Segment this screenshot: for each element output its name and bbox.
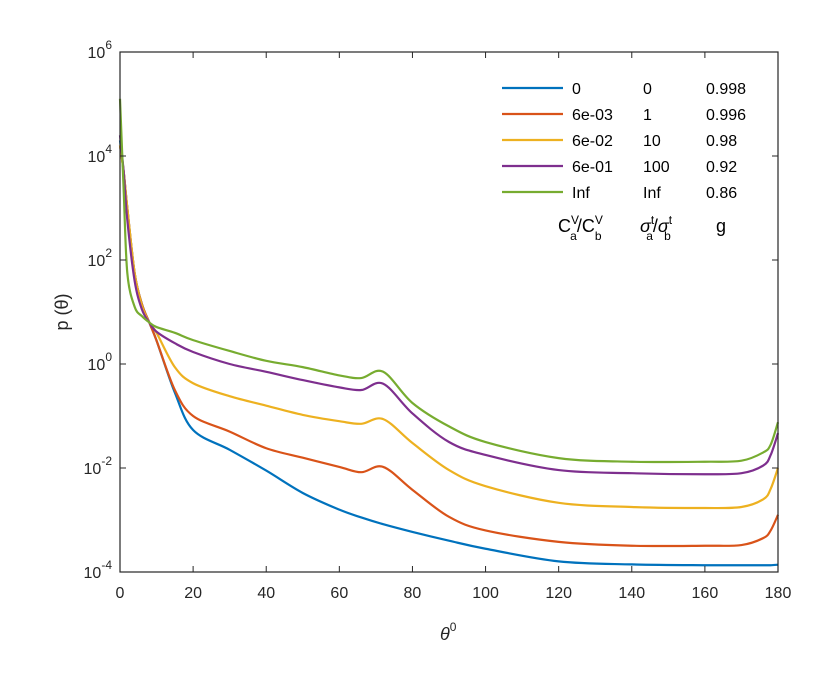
x-tick-label: 160	[692, 585, 719, 602]
y-tick-exp: 4	[105, 142, 112, 156]
legend-header-part: t	[651, 213, 655, 227]
legend-header-2: g	[716, 216, 726, 236]
y-tick-label: 106	[88, 38, 113, 62]
y-tick-label: 104	[88, 142, 113, 166]
legend-label: Inf	[572, 185, 590, 202]
series-line-1	[118, 145, 780, 548]
legend: 0 0 0.998 6e-03 1 0.996 6e-02 10 0.98 6e-01 100 0.9…	[502, 81, 746, 243]
legend-header-part: σ	[640, 216, 652, 236]
legend-label: 0.998	[706, 81, 746, 98]
series-line-2	[118, 145, 780, 510]
x-tick-label: 20	[184, 585, 202, 602]
legend-label: 0.98	[706, 133, 737, 150]
y-tick-label: 10-2	[84, 454, 113, 478]
x-tick-label: 140	[618, 585, 645, 602]
x-tick-label: 80	[404, 585, 422, 602]
y-tick-label: 102	[88, 246, 113, 270]
y-tick-base: 10	[88, 45, 106, 62]
legend-label: 10	[643, 133, 661, 150]
x-axis-label: θ0	[440, 620, 457, 644]
y-tick-exp: -2	[101, 454, 112, 468]
legend-label: 0	[572, 81, 581, 98]
x-tick-label: 180	[765, 585, 792, 602]
x-tick-label: 100	[472, 585, 499, 602]
legend-header-part: a	[570, 229, 577, 243]
y-tick-base: 10	[84, 461, 102, 478]
legend-label: 100	[643, 159, 670, 176]
y-tick-label: 10-4	[84, 558, 113, 582]
x-axis-label-base: θ	[440, 624, 450, 644]
legend-label: 0	[643, 81, 652, 98]
series-line-4	[118, 98, 780, 464]
legend-header-part: C	[582, 216, 595, 236]
plot-box	[119, 51, 779, 573]
legend-header-part: b	[664, 229, 671, 243]
legend-header-part: /	[577, 216, 582, 236]
legend-header-part: b	[595, 229, 602, 243]
y-tick-base: 10	[88, 357, 106, 374]
legend-header-part: g	[716, 216, 726, 236]
legend-label: 0.996	[706, 107, 746, 124]
x-tick-label: 60	[330, 585, 348, 602]
legend-header-0: CV a/CV b	[558, 213, 603, 243]
legend-header-part: a	[646, 229, 653, 243]
legend-label: 6e-01	[572, 159, 613, 176]
x-tick-label: 40	[257, 585, 275, 602]
x-tick-label: 0	[116, 585, 125, 602]
legend-header-1: σt a/σt b	[640, 213, 673, 243]
y-tick-base: 10	[88, 149, 106, 166]
legend-header-part: V	[595, 213, 603, 227]
y-axis-label: p (θ)	[52, 293, 72, 330]
legend-label: 6e-03	[572, 107, 613, 124]
legend-label: 1	[643, 107, 652, 124]
y-tick-base: 10	[88, 253, 106, 270]
y-tick-label: 100	[88, 350, 113, 374]
series-line-0	[118, 140, 779, 567]
legend-label: 0.86	[706, 185, 737, 202]
y-tick-exp: 6	[105, 38, 112, 52]
y-tick-exp: 0	[105, 350, 112, 364]
legend-header-part: V	[571, 213, 579, 227]
legend-label: 0.92	[706, 159, 737, 176]
legend-header-part: t	[669, 213, 673, 227]
y-tick-exp: -4	[101, 558, 112, 572]
x-axis-label-sup: 0	[450, 620, 457, 634]
curves	[118, 98, 780, 567]
legend-header-part: C	[558, 216, 571, 236]
legend-header-part: σ	[658, 216, 670, 236]
legend-label: 6e-02	[572, 133, 613, 150]
legend-label: Inf	[643, 185, 661, 202]
y-tick-base: 10	[84, 565, 102, 582]
y-tick-exp: 2	[105, 246, 112, 260]
x-tick-label: 120	[545, 585, 572, 602]
series-line-3	[118, 135, 780, 476]
legend-header-part: /	[653, 216, 658, 236]
ticks: 0 20 40 60 80 100 120 140 160 18010-410-210010210…	[84, 38, 792, 602]
